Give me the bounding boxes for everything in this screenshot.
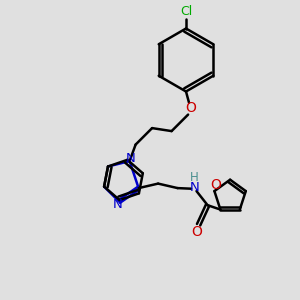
Text: N: N: [190, 181, 200, 194]
Text: O: O: [211, 178, 221, 192]
Text: O: O: [185, 101, 196, 115]
Text: N: N: [126, 152, 136, 165]
Text: O: O: [192, 225, 203, 239]
Text: H: H: [190, 171, 199, 184]
Text: N: N: [113, 197, 122, 211]
Text: Cl: Cl: [180, 5, 192, 18]
